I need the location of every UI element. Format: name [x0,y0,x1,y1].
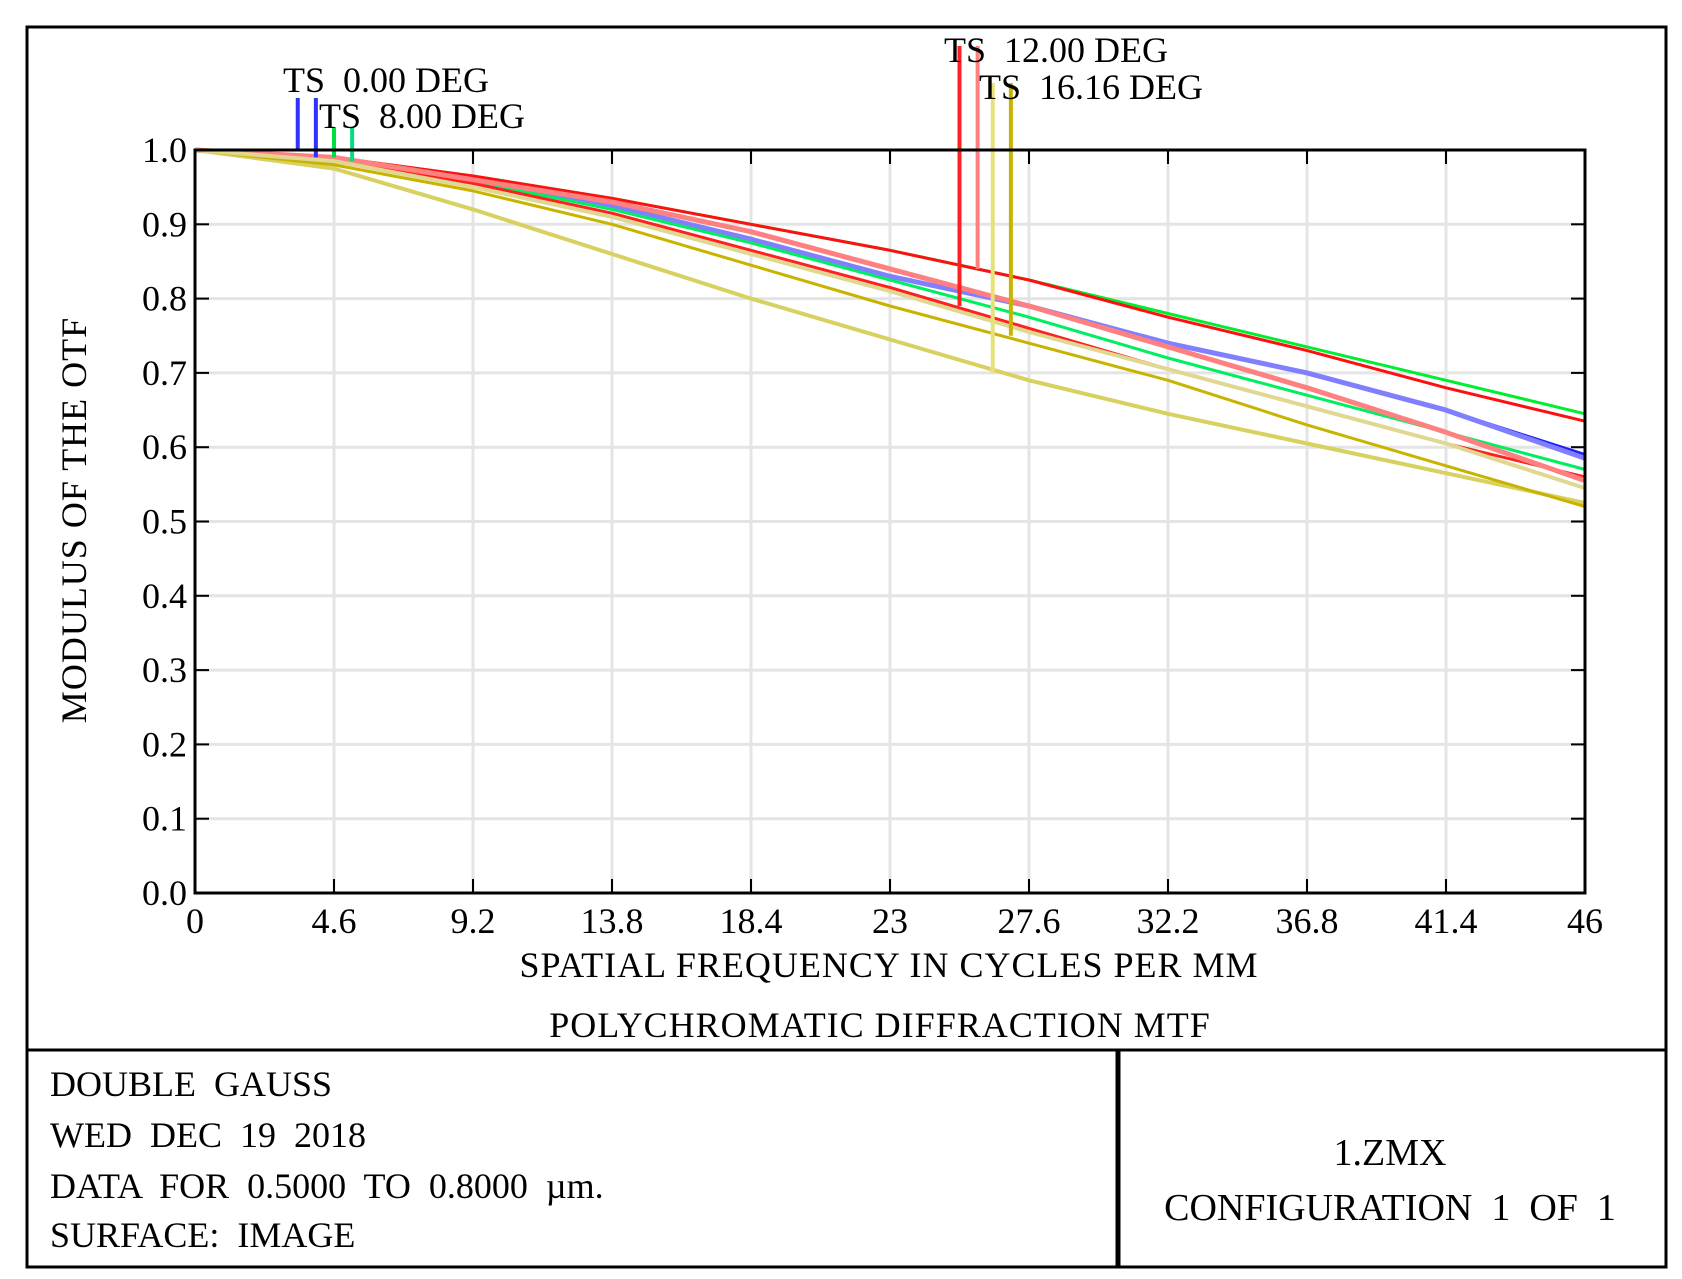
field-label-8: TS 8.00 DEG [319,96,525,136]
tick-labels: 0 4.6 9.2 13.8 18.4 23 27.6 32.2 36.8 41.4 46 0.0 0.… [142,130,1603,941]
x-axis-label: SPATIAL FREQUENCY IN CYCLES PER MM [519,945,1258,985]
info-line-lens: DOUBLE GAUSS [50,1064,332,1104]
info-line-wavelength: DATA FOR 0.5000 TO 0.8000 µm. [50,1166,604,1206]
y-tick-label: 0.2 [142,724,187,764]
x-tick-label: 36.8 [1276,901,1339,941]
field-label-16: TS 16.16 DEG [979,67,1203,107]
x-tick-label: 41.4 [1415,901,1478,941]
y-tick-label: 0.1 [142,799,187,839]
info-line-surface: SURFACE: IMAGE [50,1215,355,1255]
x-tick-label: 27.6 [998,901,1061,941]
x-tick-label: 18.4 [720,901,783,941]
y-tick-label: 0.5 [142,502,187,542]
y-tick-label: 0.8 [142,279,187,319]
x-tick-label: 0 [186,901,204,941]
series-line-ts-12-00-deg-s2 [194,147,1586,483]
x-tick-label: 13.8 [581,901,644,941]
series-line-ts-16-16-deg-t [194,148,1586,505]
y-axis-label: MODULUS OF THE OTF [54,317,94,723]
field-label-12: TS 12.00 DEG [944,30,1168,70]
plot-frame [193,148,1587,895]
configuration-label: CONFIGURATION 1 OF 1 [1164,1187,1616,1229]
series-line-ts-16-16-deg-s [194,148,1586,509]
x-tick-label: 32.2 [1137,901,1200,941]
series-line-ts-16-16-deg-s2 [194,148,1586,491]
y-tick-label: 0.4 [142,576,187,616]
x-tick-label: 46 [1567,901,1603,941]
x-tick-label: 9.2 [451,901,496,941]
y-tick-label: 0.0 [142,873,187,913]
x-tick-label: 4.6 [312,901,357,941]
x-tick-label: 23 [872,901,908,941]
y-tick-label: 0.3 [142,650,187,690]
series-lines [194,147,1586,509]
file-name: 1.ZMX [1334,1132,1447,1174]
outer-frame [25,25,1668,1269]
y-tick-label: 0.7 [142,353,187,393]
field-label-0: TS 0.00 DEG [283,60,489,100]
field-markers [295,45,1013,373]
y-tick-label: 1.0 [142,130,187,170]
info-line-date: WED DEC 19 2018 [50,1115,366,1155]
chart-title: POLYCHROMATIC DIFFRACTION MTF [549,1005,1210,1045]
y-tick-label: 0.9 [142,204,187,244]
grid [194,149,1586,894]
y-tick-label: 0.6 [142,427,187,467]
